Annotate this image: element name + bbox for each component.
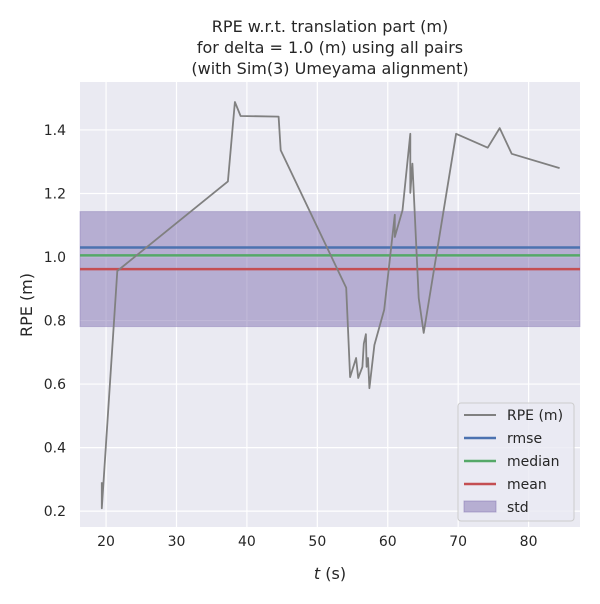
x-tick-label: 50 xyxy=(308,534,326,550)
x-tick-label: 70 xyxy=(449,534,467,550)
legend-swatch-std xyxy=(463,500,497,513)
x-tick-label: 80 xyxy=(520,534,538,550)
y-tick-label: 0.2 xyxy=(44,504,66,520)
x-axis-label: t (s) xyxy=(314,564,346,583)
y-tick-label: 1.2 xyxy=(44,186,66,202)
legend-label-mean: mean xyxy=(507,477,547,493)
x-tick-label: 20 xyxy=(97,534,115,550)
y-tick-label: 0.4 xyxy=(44,441,66,457)
y-tick-label: 0.8 xyxy=(44,314,66,330)
x-tick-label: 30 xyxy=(168,534,186,550)
legend-label-rpe: RPE (m) xyxy=(507,408,563,424)
legend-box xyxy=(457,402,575,522)
x-tick-label: 60 xyxy=(379,534,397,550)
y-tick-label: 0.6 xyxy=(44,377,66,393)
legend-label-median: median xyxy=(507,454,559,470)
y-tick-label: 1.4 xyxy=(44,123,66,139)
chart-title-line-1: RPE w.r.t. translation part (m) xyxy=(212,17,448,36)
y-tick-label: 1.0 xyxy=(44,250,66,266)
legend-label-std: std xyxy=(507,500,529,516)
chart-title-line-2: for delta = 1.0 (m) using all pairs xyxy=(197,38,463,57)
x-tick-label: 40 xyxy=(238,534,256,550)
y-axis-label: RPE (m) xyxy=(17,273,36,337)
legend: RPE (m) rmse median mean std xyxy=(457,402,575,522)
rpe-series-line xyxy=(100,101,560,510)
chart-title-line-3: (with Sim(3) Umeyama alignment) xyxy=(191,59,468,78)
legend-label-rmse: rmse xyxy=(507,431,542,447)
